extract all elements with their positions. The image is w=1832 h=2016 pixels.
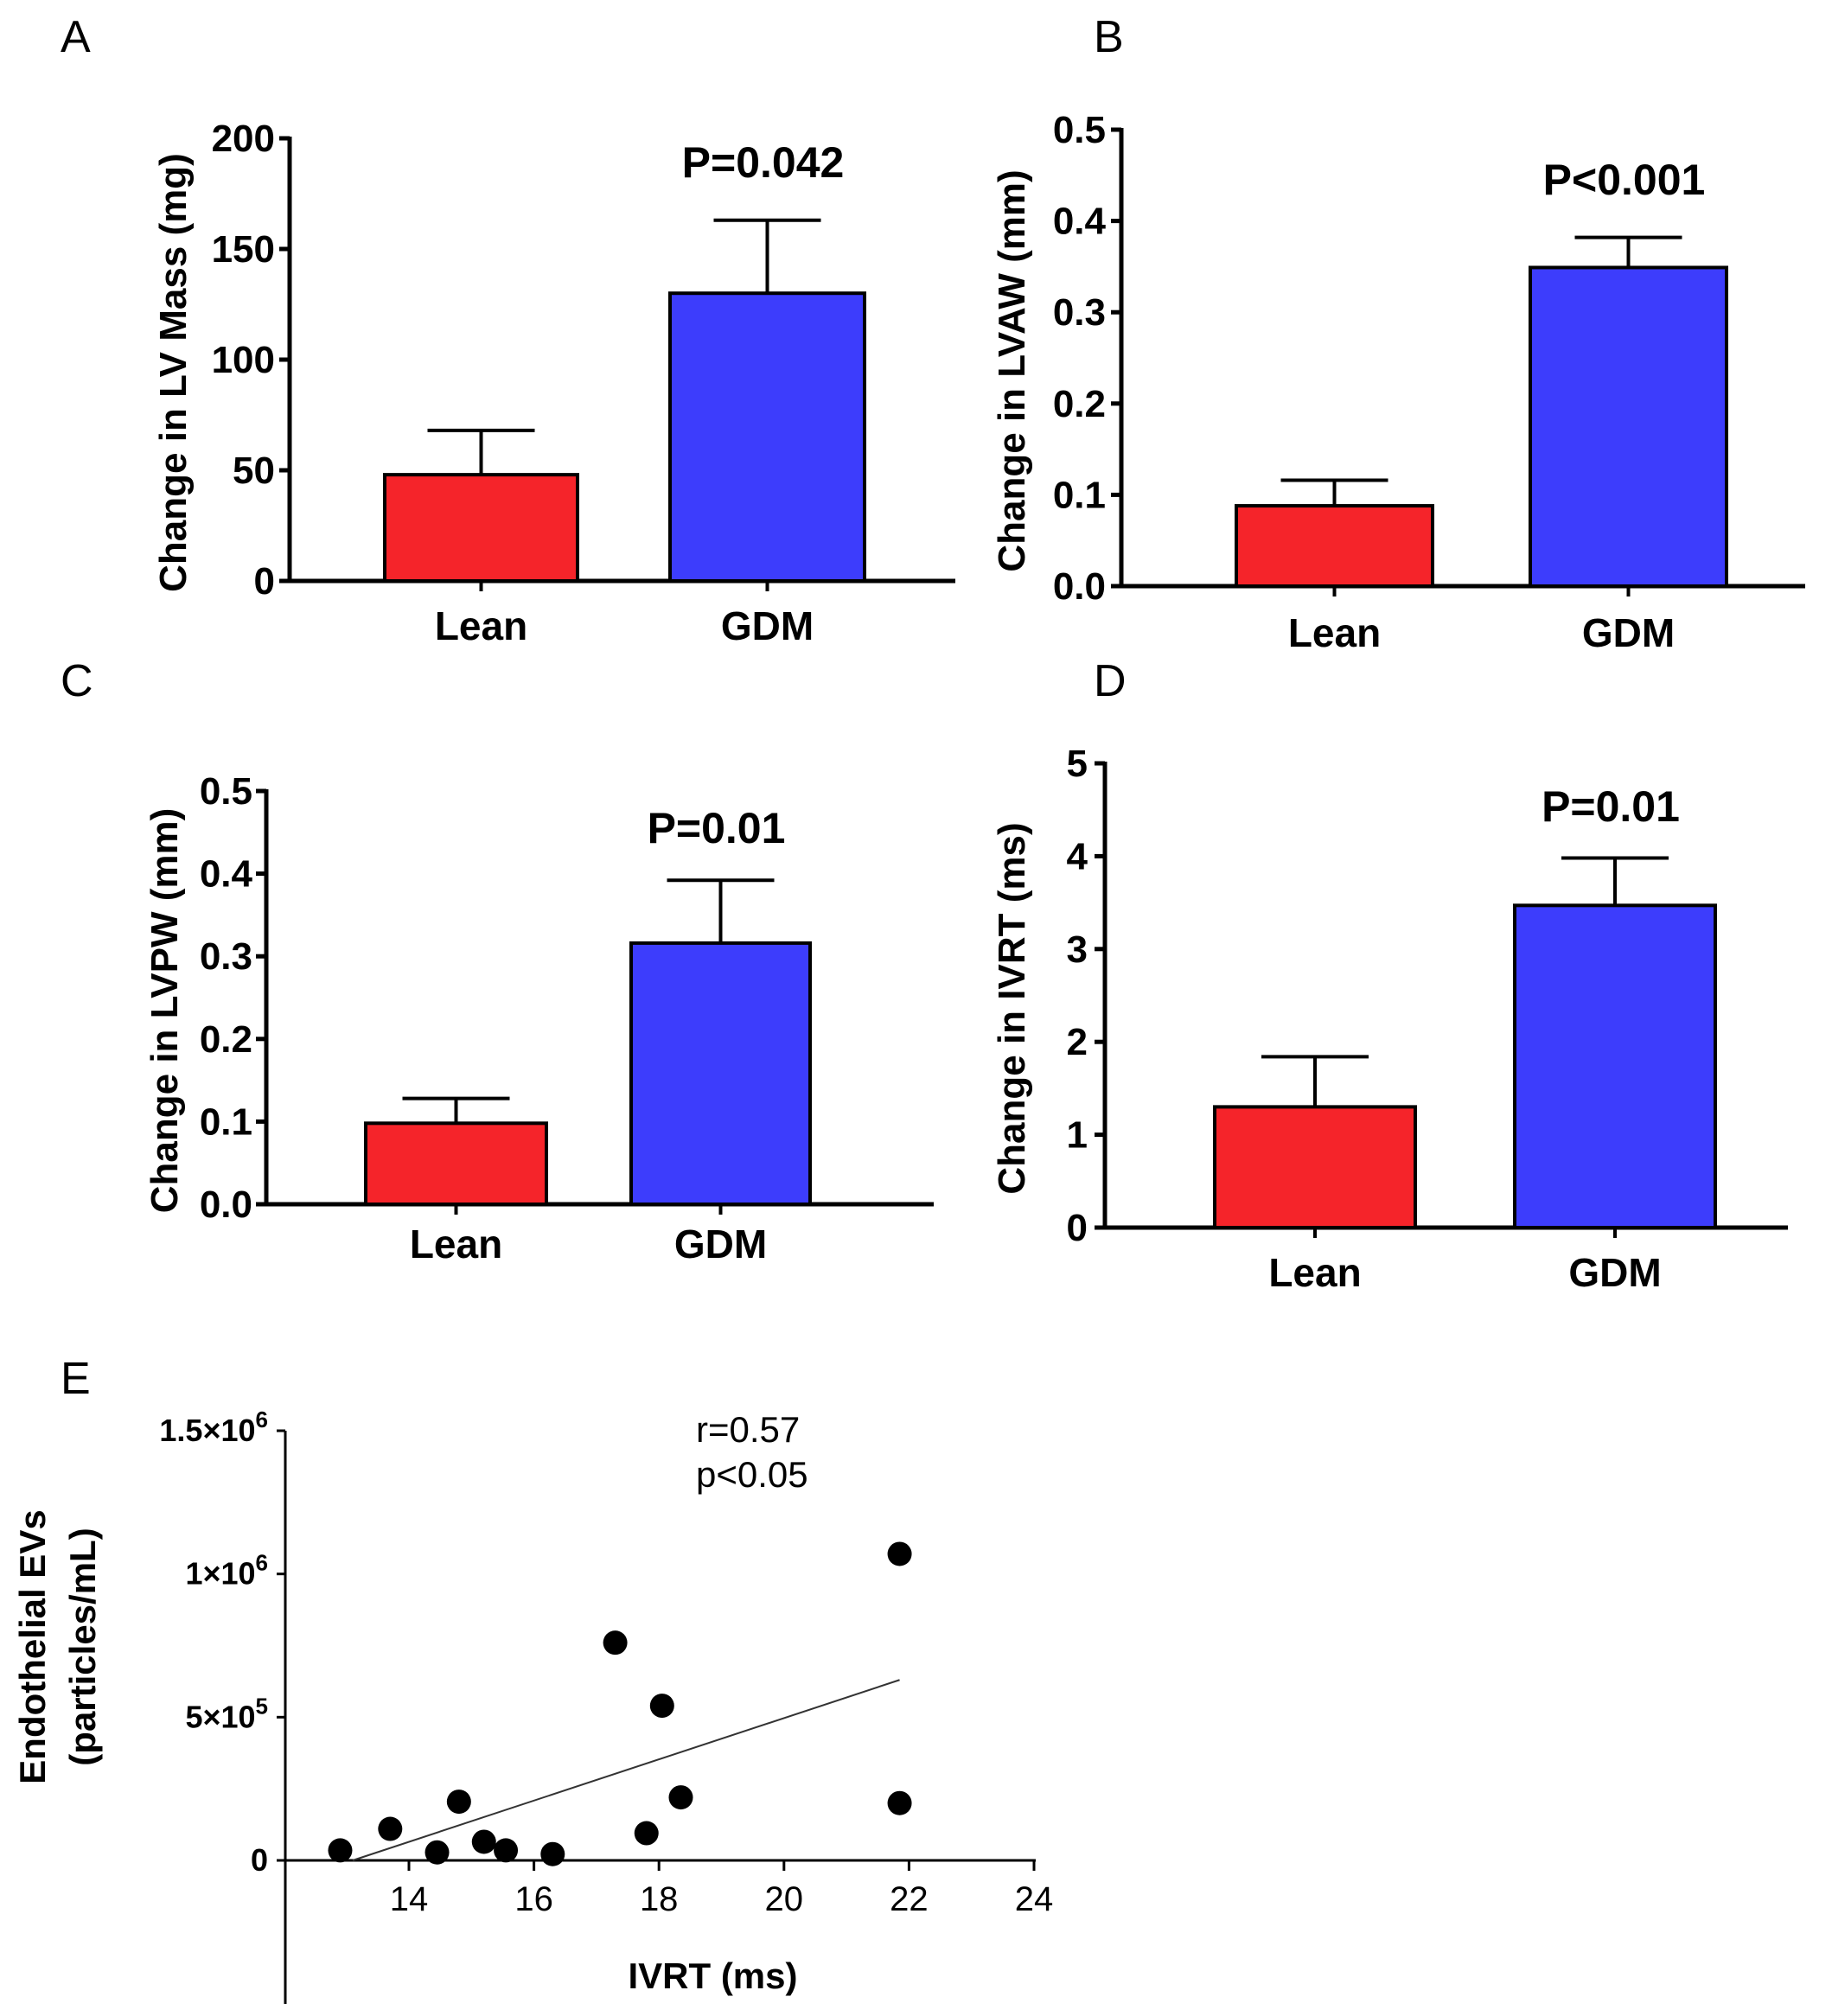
x-tick-label: 20 (765, 1880, 804, 1918)
y-axis-title-line1: Endothelial EVs (12, 1509, 53, 1783)
y-tick-label: 0.0 (1053, 565, 1106, 608)
bar-lean (383, 473, 579, 583)
scatter-point (494, 1838, 519, 1863)
bar-gdm (1513, 903, 1717, 1230)
y-tick-label: 1×106 (185, 1550, 268, 1592)
panel-d-bar-chart: D 0 1 2 3 4 5 Lean GDM P=0.01 Change in IVRT (ms) (991, 656, 1788, 1295)
scatter-point (603, 1630, 628, 1656)
x-axis-title: IVRT (ms) (628, 1955, 797, 1996)
y-tick-label: 0.3 (1053, 291, 1106, 334)
y-tick-label: 0.2 (1053, 383, 1106, 425)
y-tick-label: 0 (254, 560, 275, 603)
scatter-point (471, 1829, 496, 1854)
panel-letter: E (61, 1354, 91, 1404)
y-axis-title: Change in LV Mass (mg) (152, 153, 195, 592)
bar-lean (1213, 1105, 1417, 1229)
x-category-label: Lean (410, 1222, 502, 1266)
y-tick-label: 0.1 (200, 1101, 252, 1143)
scatter-point (668, 1785, 693, 1810)
y-tick-label: 100 (212, 339, 275, 381)
scatter-point (424, 1840, 450, 1865)
scatter-point (540, 1841, 565, 1866)
panel-letter: B (1094, 12, 1124, 62)
y-tick-label: 150 (212, 228, 275, 271)
scatter-point (634, 1821, 659, 1846)
x-category-label: Lean (1288, 610, 1381, 655)
y-tick-label: 0.3 (200, 935, 252, 978)
y-tick-label: 5×105 (185, 1693, 268, 1734)
panel-a-bar-chart: A 0 50 100 150 200 Lean GDM P=0.042 Change in LV … (61, 12, 955, 648)
y-tick-label: 2 (1067, 1021, 1088, 1063)
y-tick-label: 3 (1067, 928, 1088, 971)
y-tick-label: 50 (233, 450, 275, 492)
panel-b-bar-chart: B 0.0 0.1 0.2 0.3 0.4 0.5 Lean GDM P<0.001 Change … (991, 12, 1805, 655)
p-value-annotation: P=0.01 (1542, 782, 1680, 831)
y-axis-title: Change in LVPW (mm) (144, 808, 186, 1214)
y-tick-label: 1 (1067, 1114, 1088, 1157)
significance-annotation: p<0.05 (696, 1454, 808, 1495)
y-tick-label: 0.5 (200, 770, 252, 813)
panel-letter: C (61, 656, 93, 706)
x-tick-label: 24 (1015, 1880, 1054, 1918)
y-tick-label: 1.5×106 (159, 1407, 268, 1448)
x-tick-label: 14 (390, 1880, 429, 1918)
x-category-label: Lean (1268, 1250, 1361, 1295)
y-tick-label: 4 (1067, 835, 1088, 877)
y-tick-label: 200 (212, 118, 275, 160)
y-tick-label: 0 (1067, 1207, 1088, 1249)
y-tick-label: 0 (251, 1842, 268, 1878)
y-axis-title-line2: (particles/mL) (62, 1528, 103, 1765)
bar-gdm (629, 941, 812, 1207)
x-category-label: GDM (1568, 1250, 1661, 1295)
y-tick-label: 0.0 (200, 1183, 252, 1226)
x-tick-label: 22 (890, 1880, 929, 1918)
bar-lean (364, 1121, 548, 1207)
y-tick-label: 0.1 (1053, 474, 1106, 516)
bar-gdm (668, 291, 866, 583)
x-category-label: GDM (674, 1222, 767, 1266)
y-axis-title: Change in IVRT (ms) (991, 822, 1033, 1194)
scatter-point (446, 1790, 471, 1815)
panel-e-scatter-chart: E 14 16 18 20 22 24 0 5×105 1×106 1.5×106 r=0.57p<0… (12, 1354, 1053, 2004)
y-tick-label: 0.5 (1053, 109, 1106, 151)
bar-lean (1235, 504, 1434, 589)
p-value-annotation: P=0.042 (682, 138, 845, 187)
panel-letter: A (61, 12, 91, 62)
y-axis-title: Change in LVAW (mm) (991, 169, 1033, 571)
panel-c-bar-chart: C 0.0 0.1 0.2 0.3 0.4 0.5 Lean GDM P=0.01 Change i… (61, 656, 934, 1266)
p-value-annotation: P<0.001 (1543, 156, 1706, 204)
scatter-point (649, 1694, 674, 1719)
scatter-point (887, 1790, 912, 1815)
y-tick-label: 0.4 (200, 853, 253, 896)
x-category-label: GDM (721, 603, 814, 648)
x-tick-label: 18 (640, 1880, 679, 1918)
y-tick-label: 0.4 (1053, 201, 1107, 243)
scatter-point (887, 1541, 912, 1566)
scatter-point (378, 1816, 403, 1841)
y-tick-label: 0.2 (200, 1018, 252, 1061)
x-category-label: GDM (1582, 610, 1675, 655)
x-category-label: Lean (435, 603, 527, 648)
regression-line (352, 1679, 900, 1861)
p-value-annotation: P=0.01 (648, 804, 786, 852)
bar-gdm (1529, 265, 1728, 588)
panel-letter: D (1094, 656, 1127, 706)
scatter-point (328, 1838, 353, 1863)
y-tick-label: 5 (1067, 743, 1088, 785)
correlation-annotation: r=0.57 (696, 1409, 800, 1450)
x-tick-label: 16 (514, 1880, 553, 1918)
